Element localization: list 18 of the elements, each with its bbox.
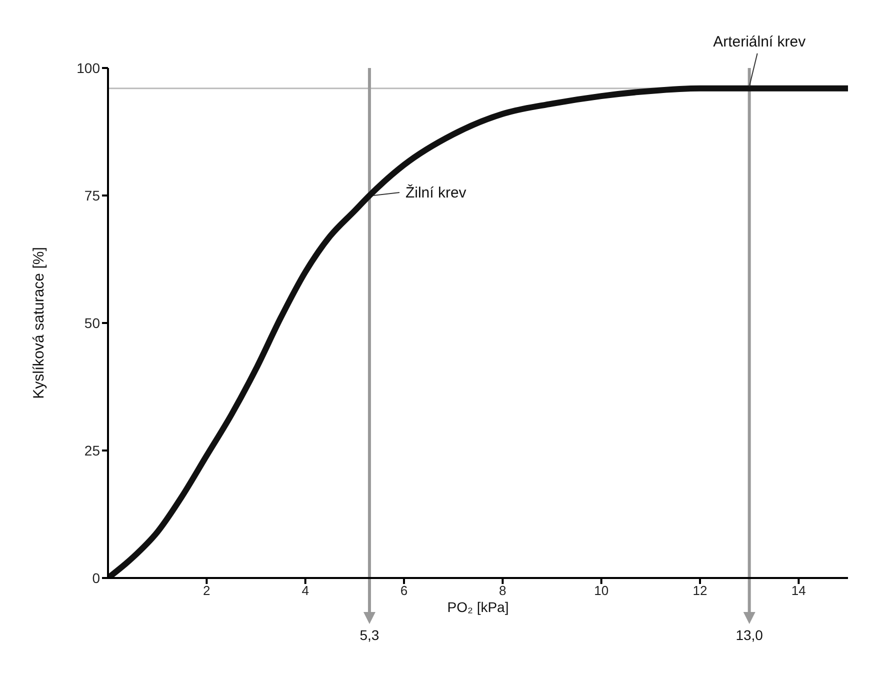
x-tick-label: 4 <box>302 583 309 598</box>
ref-line-label: 5,3 <box>360 627 380 643</box>
y-axis-title: Kyslíková saturace [%] <box>30 247 48 399</box>
x-tick-label: 8 <box>499 583 506 598</box>
x-tick-label: 14 <box>791 583 806 598</box>
x-tick-label: 6 <box>400 583 408 598</box>
annotation: Arteriální krev <box>713 33 806 50</box>
y-tick-label: 100 <box>76 60 100 76</box>
annotation: Žilní krev <box>405 184 467 202</box>
x-axis-title: PO₂ [kPa] <box>447 599 509 615</box>
y-tick-label: 50 <box>84 314 100 331</box>
y-tick-label: 0 <box>92 570 100 586</box>
x-tick-label: 12 <box>692 583 708 598</box>
ref-line-label: 13,0 <box>736 627 764 643</box>
y-tick-label: 25 <box>84 442 100 458</box>
x-tick-label: 10 <box>594 583 609 598</box>
x-tick-label: 2 <box>203 583 210 598</box>
y-tick-label: 75 <box>84 187 100 204</box>
